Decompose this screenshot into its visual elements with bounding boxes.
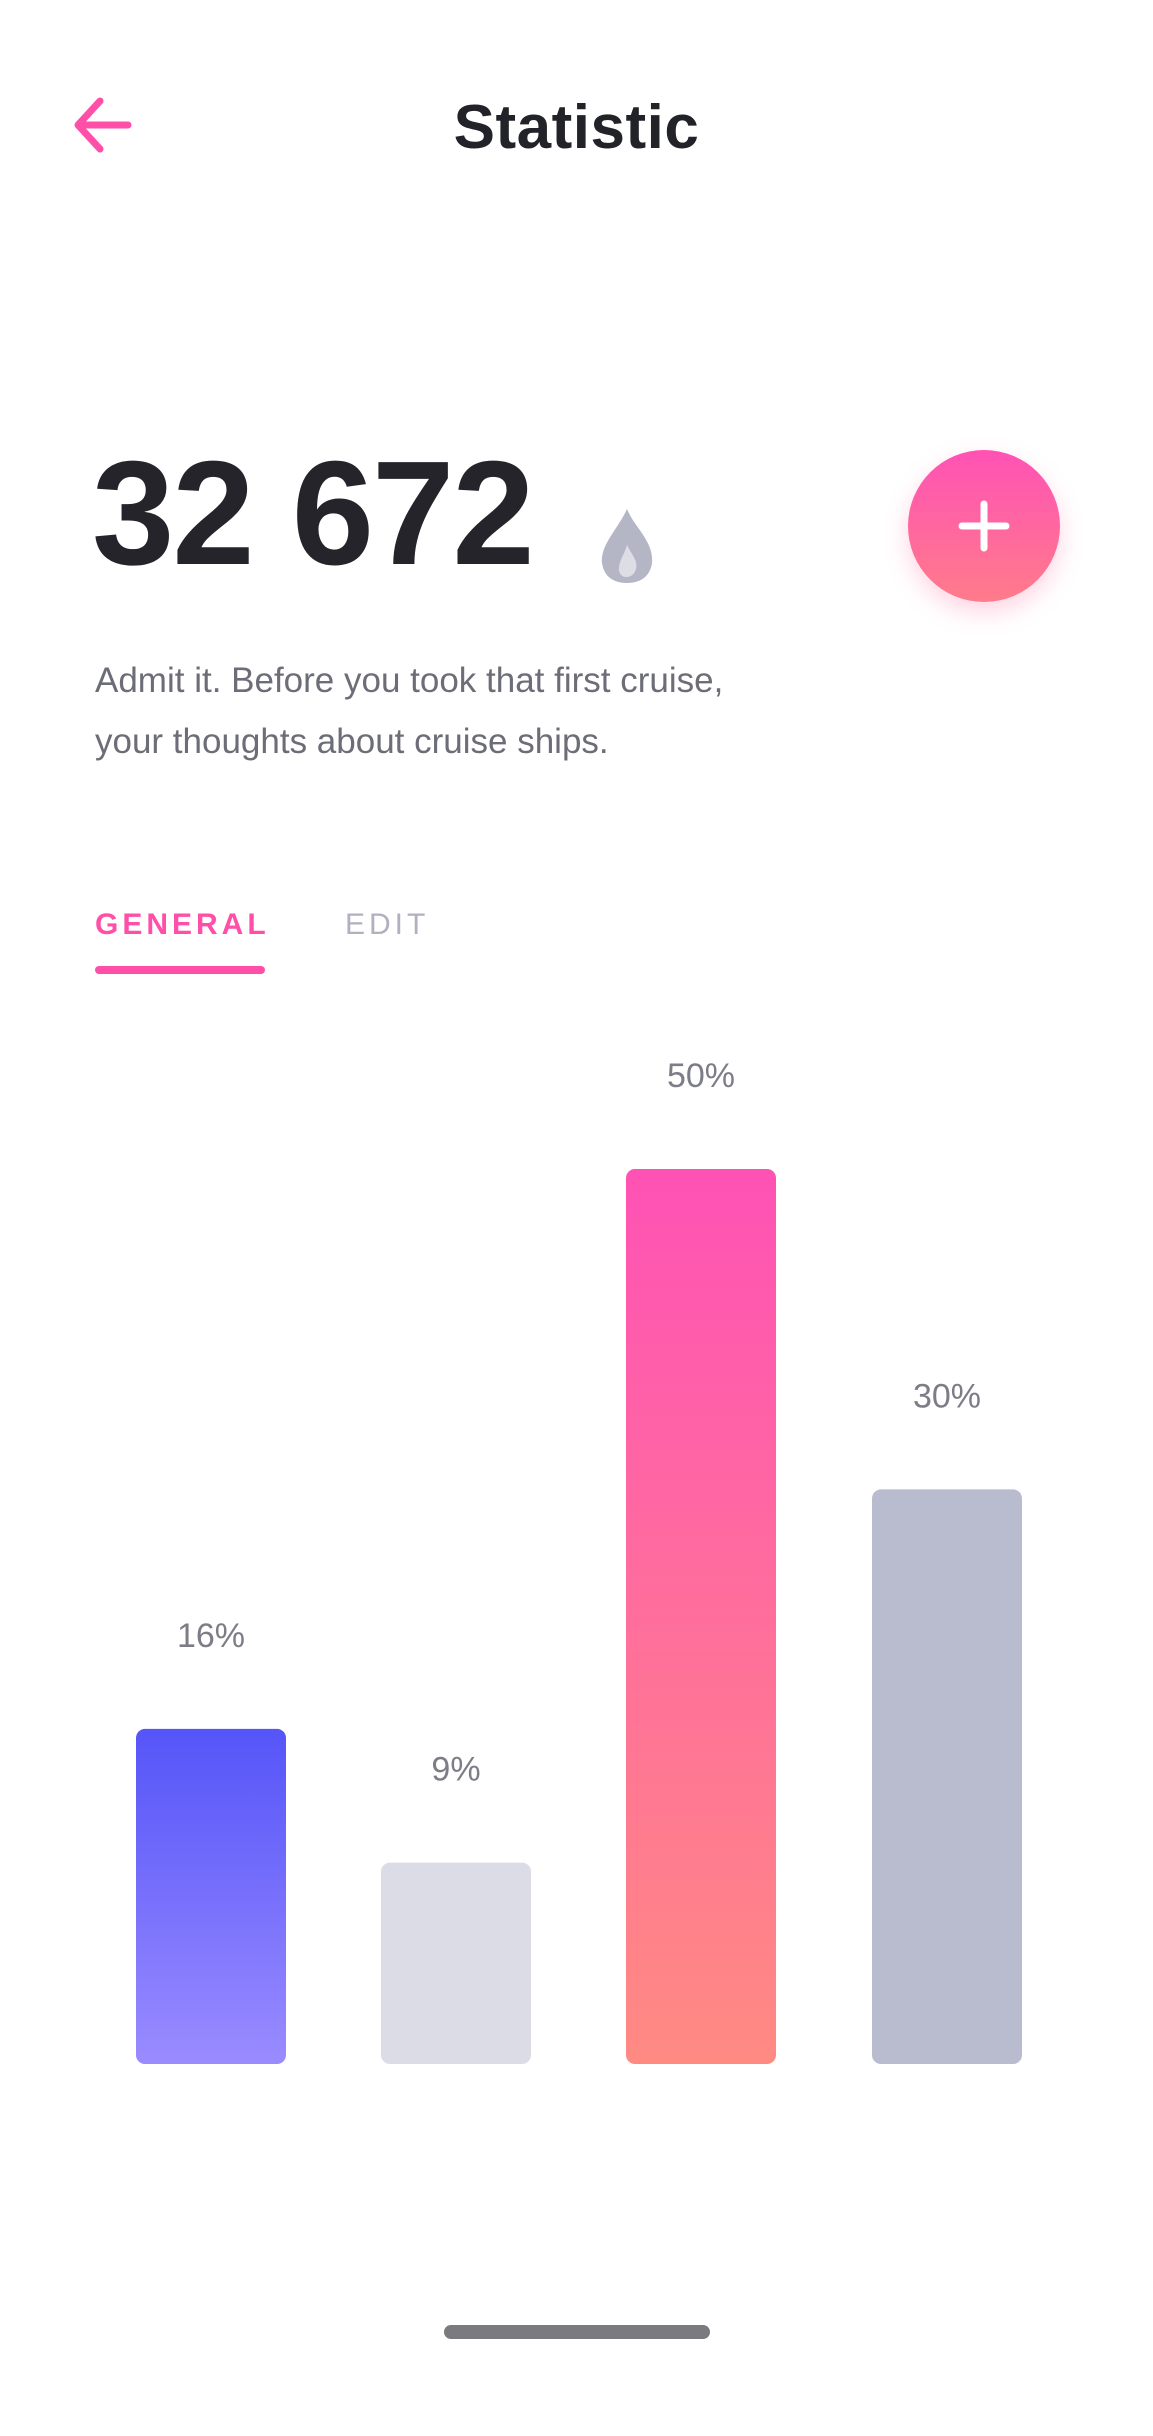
bar-chart: 16% 9% 50% 30% [0,1000,1153,2100]
drop-icon [601,509,653,583]
active-tab-indicator [95,966,265,974]
stat-value: 32 672 [92,431,535,596]
header: Statistic [0,0,1153,260]
chart-data-label: 9% [431,1751,480,1789]
bar-chart-svg: 16% 9% 50% 30% [136,1057,1022,2064]
home-indicator [444,2325,710,2339]
arrow-left-icon [74,97,132,153]
tab-edit[interactable]: EDIT [345,908,430,941]
description-line: Admit it. Before you took that first cru… [95,661,724,700]
page-title: Statistic [453,93,700,162]
description-line: your thoughts about cruise ships. [95,722,609,761]
chart-bar [872,1489,1022,2064]
chart-bar [626,1169,776,2064]
chart-data-label: 30% [913,1377,981,1415]
plus-icon [958,500,1010,552]
tab-general[interactable]: GENERAL [95,908,270,941]
chart-data-label: 50% [667,1057,735,1095]
tab-bar: GENERAL EDIT [95,900,995,990]
chart-bar [136,1728,286,2064]
chart-data-label: 16% [177,1617,245,1655]
description: Admit it. Before you took that first cru… [95,650,915,772]
chart-bar [381,1862,531,2064]
add-button[interactable] [908,450,1060,602]
back-button[interactable] [70,95,150,175]
